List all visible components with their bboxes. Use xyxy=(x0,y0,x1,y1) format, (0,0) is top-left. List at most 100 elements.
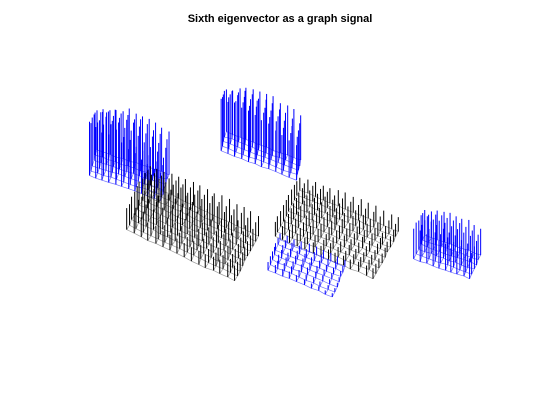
graph-edge xyxy=(310,239,319,243)
graph-edge xyxy=(210,257,219,262)
graph-edge xyxy=(296,194,305,199)
graph-edge xyxy=(290,256,298,260)
graph-edge xyxy=(374,239,383,245)
graph-edge xyxy=(198,240,203,247)
graph-edge xyxy=(320,255,329,260)
graph-edge xyxy=(339,219,349,223)
graph-edge xyxy=(337,263,346,267)
graph-edge xyxy=(327,207,335,212)
graph-edge xyxy=(150,216,159,221)
graph-edge xyxy=(175,240,182,244)
graph-edge xyxy=(278,262,287,266)
graph-edge xyxy=(221,218,230,223)
graph-edge xyxy=(435,260,441,264)
graph-edge xyxy=(183,252,188,258)
graph-edge xyxy=(250,232,259,237)
graph-edge xyxy=(382,244,391,248)
graph-edge xyxy=(323,275,332,280)
graph-edge xyxy=(296,240,301,247)
graph-edge xyxy=(126,229,135,234)
graph-edge xyxy=(292,233,296,239)
graph-edge xyxy=(229,221,238,227)
graph-edge xyxy=(268,168,276,172)
graph-edge xyxy=(358,252,367,257)
graph-edge xyxy=(232,249,241,254)
graph-edge xyxy=(334,262,344,266)
graph-edge xyxy=(358,271,367,276)
graph-edge xyxy=(325,294,333,298)
signal-stems xyxy=(88,87,482,297)
graph-edge xyxy=(424,234,432,239)
graph-edge xyxy=(281,257,289,261)
graph-edge xyxy=(304,197,313,202)
graph-edge xyxy=(208,244,217,248)
graph-edge xyxy=(331,278,340,283)
graph-edge xyxy=(336,224,345,229)
graph-edge xyxy=(453,250,460,253)
graph-edge xyxy=(156,224,163,230)
graph-edge xyxy=(267,269,276,274)
graph-edge xyxy=(212,247,217,253)
graph-edge xyxy=(314,214,322,219)
graph-edge xyxy=(364,242,373,246)
graph-edge xyxy=(193,254,201,260)
graph-edge xyxy=(371,259,376,265)
graph-edge xyxy=(366,251,370,257)
graph-edge xyxy=(194,218,202,223)
graph-edge xyxy=(148,202,157,207)
graph-edge xyxy=(218,237,222,243)
graph-edge xyxy=(340,246,345,253)
graph-edge xyxy=(390,241,394,248)
graph-edge xyxy=(358,247,363,254)
graph-edge xyxy=(321,212,326,219)
graph-edge xyxy=(193,249,198,256)
graph-edge xyxy=(359,229,364,235)
graph-edge xyxy=(380,248,388,253)
graph-edge xyxy=(196,231,205,236)
graph-edge xyxy=(311,288,319,291)
graph-edge xyxy=(331,234,340,240)
graph-edge xyxy=(385,238,394,243)
graph-edge xyxy=(155,243,164,248)
graph-edge xyxy=(450,271,457,275)
graph-edge xyxy=(377,235,386,239)
graph-edge xyxy=(308,219,313,227)
graph-edge xyxy=(165,204,174,209)
graph-edge xyxy=(292,238,301,242)
graph-edge xyxy=(350,268,359,272)
graph-edge xyxy=(108,182,116,185)
graph-edge xyxy=(226,227,235,232)
graph-edge xyxy=(275,272,283,277)
graph-edge xyxy=(217,260,226,265)
graph-edge xyxy=(119,168,127,172)
graph-edge xyxy=(177,235,186,239)
graph-edge xyxy=(456,273,465,277)
graph-edge xyxy=(315,277,323,282)
graph-edge xyxy=(304,284,312,289)
graph-edge xyxy=(438,267,446,271)
graph-edge xyxy=(457,257,464,260)
graph-edge xyxy=(306,211,315,216)
graph-edge xyxy=(197,213,205,219)
graph-edge xyxy=(345,254,350,261)
graph-edge xyxy=(428,258,436,262)
graph-edge xyxy=(353,212,362,216)
graph-edge xyxy=(440,262,448,266)
graph-edge xyxy=(121,186,129,190)
graph-edge xyxy=(300,221,310,227)
graph-edge xyxy=(229,254,239,259)
graph-edge xyxy=(363,261,372,265)
graph-edge xyxy=(284,234,293,239)
graph-edge xyxy=(158,202,166,205)
graph-edge xyxy=(116,178,124,183)
graph-edge xyxy=(367,236,376,241)
graph-edge xyxy=(237,233,242,240)
graph-edge xyxy=(213,233,222,239)
graph-edge xyxy=(353,263,361,267)
chart-title: Sixth eigenvector as a graph signal xyxy=(187,13,373,25)
graph-edge xyxy=(371,245,381,250)
graph-edge xyxy=(168,217,176,222)
graph-edge xyxy=(380,230,390,235)
graph-edge xyxy=(224,263,233,268)
